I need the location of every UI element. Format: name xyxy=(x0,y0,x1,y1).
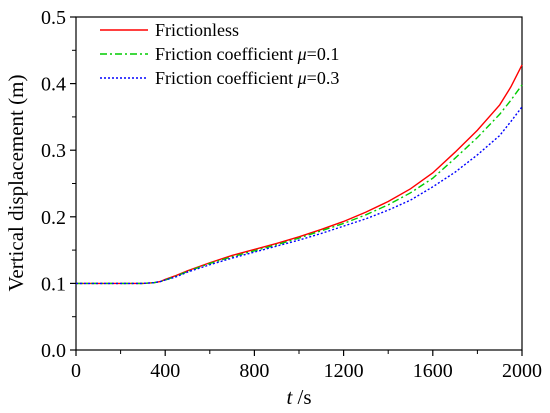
legend-label-text: Friction coefficient xyxy=(155,68,298,88)
y-tick-label: 0.4 xyxy=(41,74,66,96)
y-tick-label: 0.0 xyxy=(41,340,66,362)
y-tick-label: 0.2 xyxy=(41,207,66,229)
legend-label-value: =0.1 xyxy=(307,44,340,64)
plot-frame xyxy=(75,16,523,351)
axis-ticks xyxy=(70,16,523,356)
legend-label-text: Friction coefficient xyxy=(155,44,298,64)
series-line-1 xyxy=(76,64,523,285)
x-tick-label: 0 xyxy=(71,360,81,382)
x-axis-unit: /s xyxy=(292,385,311,409)
legend-label-1: Frictionless xyxy=(155,20,239,40)
x-tick-label: 800 xyxy=(239,360,269,382)
y-tick-label: 0.1 xyxy=(41,273,66,295)
legend-label-2: Friction coefficient μ=0.1 xyxy=(155,44,339,64)
y-tick-label: 0.3 xyxy=(41,140,66,162)
legend-label-mu: μ xyxy=(297,44,307,64)
x-tick-label: 1200 xyxy=(324,360,364,382)
legend-label-value: =0.3 xyxy=(307,68,340,88)
y-axis-title: Vertical displacement (m) xyxy=(4,75,28,292)
legend-label-mu: μ xyxy=(297,68,307,88)
y-tick-label: 0.5 xyxy=(41,7,66,29)
axis-tick-labels: 0 400 800 1200 1600 2000 0.0 0.1 0.2 0.3 0.4 0.5 xyxy=(41,7,542,382)
legend-label-3: Friction coefficient μ=0.3 xyxy=(155,68,339,88)
x-tick-label: 1600 xyxy=(413,360,453,382)
series-line-3 xyxy=(76,106,523,285)
x-tick-label: 400 xyxy=(150,360,180,382)
x-axis-title: t /s xyxy=(286,385,311,409)
series-layer xyxy=(76,64,523,285)
x-axis-variable: t xyxy=(286,385,293,409)
legend-label-text: Frictionless xyxy=(155,20,239,40)
series-line-2 xyxy=(76,84,523,285)
x-tick-label: 2000 xyxy=(502,360,542,382)
